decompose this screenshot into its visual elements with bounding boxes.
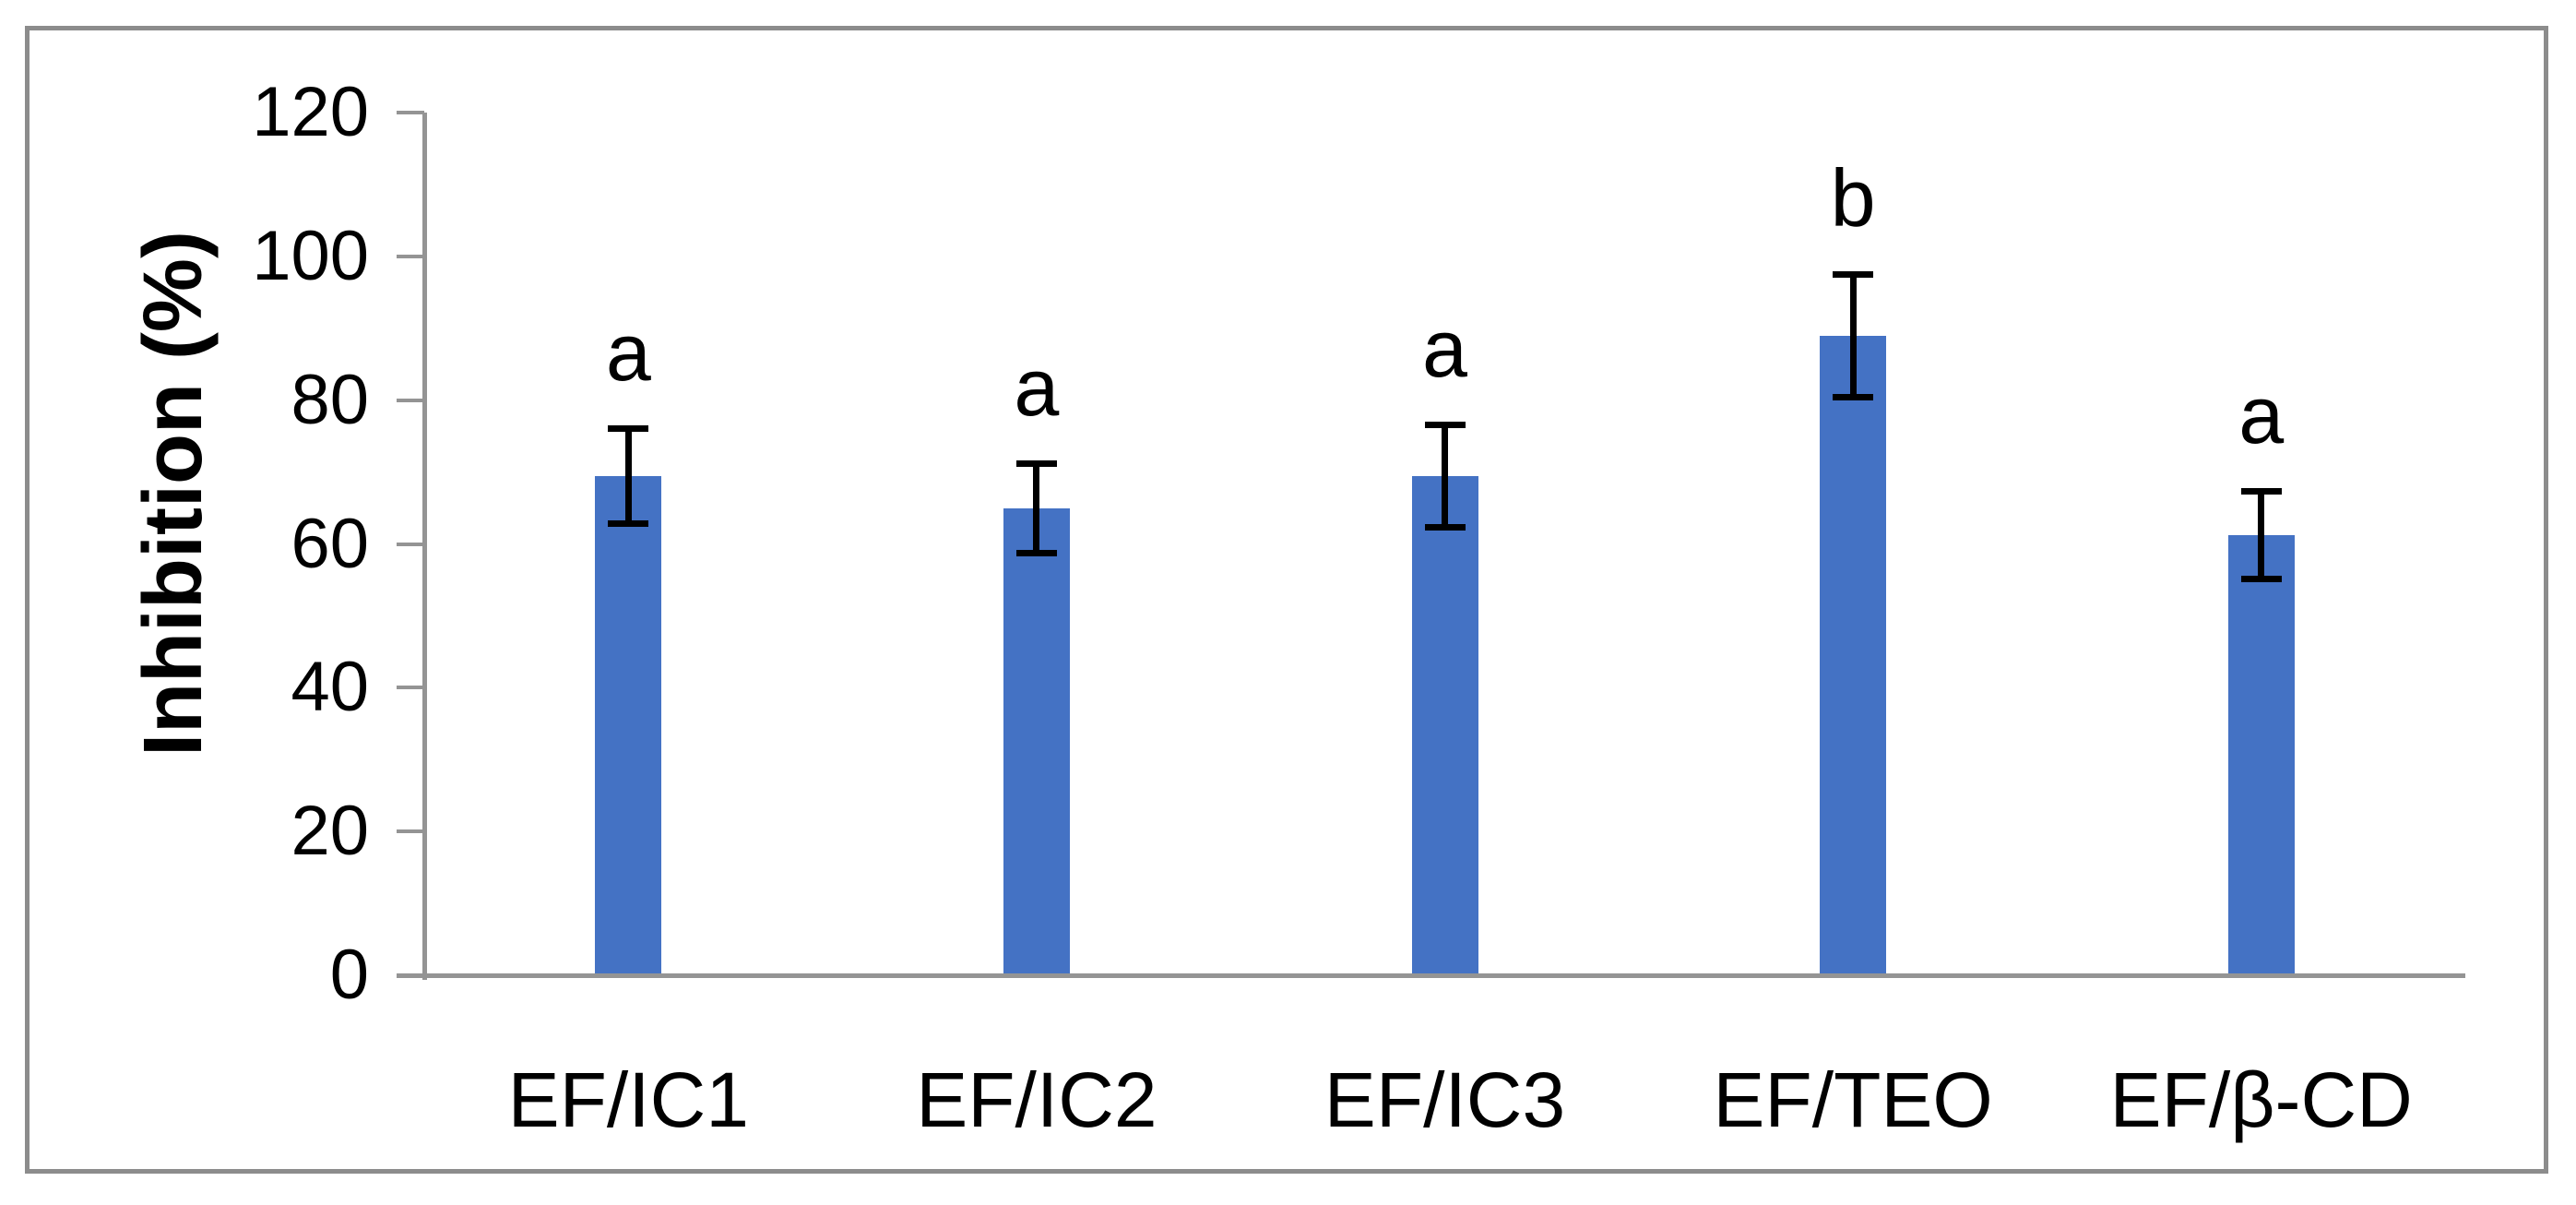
x-category-label: EF/IC3 bbox=[1324, 1056, 1566, 1143]
y-axis-line bbox=[422, 113, 427, 980]
error-bar-cap-top bbox=[1424, 422, 1466, 429]
y-tick-label: 40 bbox=[291, 648, 369, 727]
y-tick-label: 80 bbox=[291, 360, 369, 439]
x-category-label: EF/IC1 bbox=[507, 1056, 749, 1143]
error-bar bbox=[2258, 490, 2265, 580]
bar bbox=[1820, 335, 1887, 975]
error-bar-cap-top bbox=[2240, 487, 2282, 495]
y-tick-label: 100 bbox=[252, 216, 369, 295]
bar bbox=[595, 476, 662, 975]
error-bar-cap-bottom bbox=[1015, 550, 1057, 557]
y-tick-label: 0 bbox=[329, 936, 369, 1014]
y-tick bbox=[397, 829, 424, 834]
x-category-label: EF/β-CD bbox=[2109, 1056, 2413, 1143]
y-tick bbox=[397, 542, 424, 546]
bar bbox=[2227, 535, 2295, 975]
figure-border bbox=[25, 26, 2548, 1174]
error-bar bbox=[1033, 463, 1040, 555]
y-tick-label: 120 bbox=[252, 73, 369, 151]
significance-letter: b bbox=[1830, 151, 1876, 244]
y-tick-label: 60 bbox=[291, 504, 369, 583]
error-bar-cap-bottom bbox=[2240, 576, 2282, 583]
error-bar bbox=[1442, 424, 1448, 529]
error-bar-cap-top bbox=[1833, 270, 1874, 278]
error-bar-cap-bottom bbox=[1833, 393, 1874, 400]
error-bar-cap-top bbox=[1015, 460, 1057, 468]
error-bar-cap-bottom bbox=[608, 520, 649, 528]
bar bbox=[1003, 508, 1070, 975]
y-tick-label: 20 bbox=[291, 792, 369, 871]
x-category-label: EF/IC2 bbox=[916, 1056, 1157, 1143]
error-bar-cap-bottom bbox=[1424, 524, 1466, 531]
significance-letter: a bbox=[605, 306, 651, 399]
significance-letter: a bbox=[1422, 303, 1467, 395]
error-bar-cap-top bbox=[608, 425, 649, 433]
x-axis-line bbox=[397, 973, 2465, 978]
significance-letter: a bbox=[1014, 341, 1060, 434]
y-tick bbox=[397, 973, 424, 977]
x-category-label: EF/TEO bbox=[1713, 1056, 1993, 1143]
y-tick bbox=[397, 111, 424, 114]
y-tick bbox=[397, 398, 424, 402]
bar bbox=[1411, 476, 1478, 975]
error-bar bbox=[1849, 273, 1857, 398]
significance-letter: a bbox=[2238, 368, 2285, 460]
y-tick bbox=[397, 254, 424, 258]
error-bar bbox=[624, 428, 632, 525]
y-tick bbox=[397, 686, 424, 690]
